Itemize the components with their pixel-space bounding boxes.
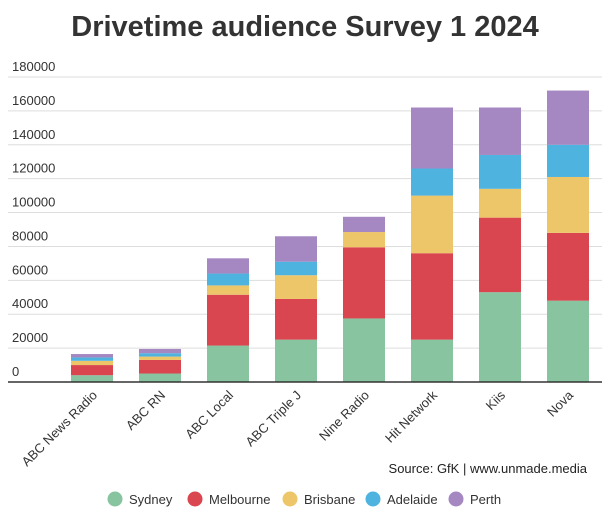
- bar-segment-perth-4: [343, 216, 385, 233]
- bar-segment-melbourne-2: [207, 294, 249, 346]
- bar-segment-perth-0: [71, 354, 113, 358]
- bar-segment-perth-3: [275, 236, 317, 262]
- bar-segment-melbourne-0: [71, 365, 113, 376]
- legend-label-melbourne: Melbourne: [209, 492, 270, 507]
- grid-lines: [8, 76, 602, 349]
- chart-title: Drivetime audience Survey 1 2024: [71, 11, 538, 43]
- legend-label-sydney: Sydney: [129, 492, 173, 507]
- legend-swatch-adelaide: [365, 491, 381, 507]
- bar-segment-perth-6: [479, 107, 521, 155]
- bar-segment-brisbane-3: [275, 275, 317, 299]
- bar-segment-melbourne-1: [139, 359, 181, 374]
- y-tick-label: 100000: [12, 195, 55, 210]
- bar-segment-sydney-1: [139, 373, 181, 382]
- bar-segment-sydney-4: [343, 318, 385, 382]
- x-tick-label: ABC Local: [182, 387, 236, 441]
- bar-segment-sydney-5: [411, 339, 453, 382]
- legend-swatch-perth: [448, 491, 464, 507]
- y-tick-label: 40000: [12, 296, 48, 311]
- bar-segment-brisbane-1: [139, 356, 181, 360]
- legend-label-perth: Perth: [470, 492, 501, 507]
- bar-segment-sydney-2: [207, 345, 249, 382]
- y-tick-label: 140000: [12, 127, 55, 142]
- bar-segment-melbourne-6: [479, 217, 521, 293]
- bar-segment-sydney-6: [479, 292, 521, 382]
- bar-segment-brisbane-6: [479, 188, 521, 218]
- bar-segment-melbourne-7: [547, 232, 589, 301]
- y-tick-label: 180000: [12, 59, 55, 74]
- x-tick-label: ABC Triple J: [242, 388, 304, 450]
- x-tick-label: ABC RN: [123, 388, 168, 433]
- y-tick-label: 20000: [12, 330, 48, 345]
- y-axis-tick-labels: 0 20000 40000 60000 80000 100000 120000 140000 1…: [12, 59, 55, 379]
- source-note: Source: GfK | www.unmade.media: [389, 461, 588, 476]
- bar-segment-adelaide-2: [207, 273, 249, 286]
- y-tick-label: 160000: [12, 93, 55, 108]
- bar-segment-brisbane-2: [207, 285, 249, 295]
- bar-segment-brisbane-5: [411, 195, 453, 254]
- bar-segment-melbourne-5: [411, 253, 453, 340]
- bar-segment-adelaide-7: [547, 144, 589, 177]
- x-tick-label: Nine Radio: [316, 388, 372, 444]
- bar-segment-sydney-7: [547, 300, 589, 382]
- bar-segment-perth-1: [139, 348, 181, 354]
- bar-segment-perth-7: [547, 90, 589, 145]
- y-tick-label: 60000: [12, 262, 48, 277]
- bars: [71, 90, 589, 382]
- bar-segment-sydney-0: [71, 375, 113, 382]
- legend-label-brisbane: Brisbane: [304, 492, 355, 507]
- bar-segment-brisbane-4: [343, 232, 385, 248]
- bar-segment-adelaide-1: [139, 353, 181, 357]
- bar-segment-perth-5: [411, 107, 453, 169]
- x-tick-label: Kiis: [483, 387, 509, 413]
- bar-segment-perth-2: [207, 258, 249, 274]
- x-axis-tick-labels: ABC News Radio ABC RN ABC Local ABC Triple …: [18, 387, 576, 469]
- bar-segment-adelaide-5: [411, 168, 453, 196]
- bar-segment-melbourne-3: [275, 298, 317, 340]
- y-tick-label: 120000: [12, 161, 55, 176]
- bar-segment-brisbane-0: [71, 360, 113, 366]
- x-tick-label: ABC News Radio: [18, 388, 100, 470]
- bar-segment-adelaide-0: [71, 357, 113, 361]
- bar-segment-melbourne-4: [343, 247, 385, 319]
- legend-swatch-melbourne: [187, 491, 203, 507]
- bar-segment-sydney-3: [275, 339, 317, 382]
- bar-segment-adelaide-6: [479, 154, 521, 189]
- legend: Sydney Melbourne Brisbane Adelaide Perth: [107, 491, 501, 507]
- x-tick-label: Hit Network: [382, 387, 440, 445]
- x-tick-label: Nova: [544, 387, 577, 420]
- bar-segment-adelaide-3: [275, 261, 317, 276]
- legend-swatch-brisbane: [282, 491, 298, 507]
- y-tick-label: 0: [12, 364, 19, 379]
- y-tick-label: 80000: [12, 228, 48, 243]
- bar-segment-brisbane-7: [547, 176, 589, 233]
- legend-label-adelaide: Adelaide: [387, 492, 438, 507]
- legend-swatch-sydney: [107, 491, 123, 507]
